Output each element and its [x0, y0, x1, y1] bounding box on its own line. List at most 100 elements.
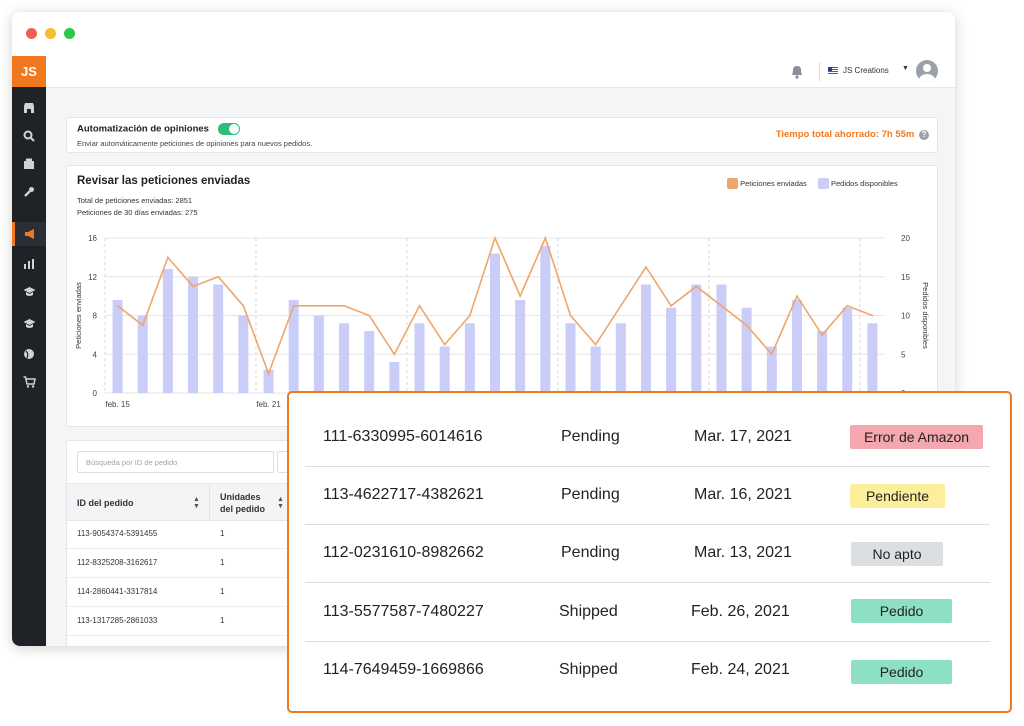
order-id: 114-2860441-3317814	[77, 587, 158, 596]
search-icon[interactable]	[12, 124, 46, 148]
bar-pedidos-disponibles	[691, 284, 702, 393]
point-peticiones-enviadas	[393, 353, 396, 356]
bar-pedidos-disponibles	[741, 307, 752, 393]
bar-pedidos-disponibles	[313, 315, 324, 393]
order-id: 113-1317285-2861033	[77, 616, 158, 625]
detail-status: Shipped	[559, 661, 618, 678]
detail-row[interactable]: 114-7649459-1669866 Shipped Feb. 24, 202…	[305, 641, 990, 699]
table-header: ID del pedido ▲ ▼ Unidades del pedido ▲ ▼	[67, 483, 297, 521]
minimize-window-button[interactable]	[45, 28, 56, 39]
point-peticiones-enviadas	[796, 295, 798, 298]
table-row[interactable]: 114-2860441-3317814 1	[67, 577, 297, 607]
bar-pedidos-disponibles	[716, 284, 727, 393]
tools-icon[interactable]	[12, 180, 46, 204]
point-peticiones-enviadas	[192, 285, 194, 288]
status-badge: No apto	[851, 542, 943, 566]
globe-icon[interactable]	[12, 342, 46, 366]
col-order-id[interactable]: ID del pedido	[77, 498, 134, 508]
graduation-cap-icon[interactable]	[12, 280, 46, 304]
status-badge: Pedido	[851, 660, 952, 684]
avatar[interactable]	[916, 60, 938, 82]
sort-icon[interactable]: ▲ ▼	[193, 496, 200, 510]
detail-order-id: 114-7649459-1669866	[323, 661, 484, 678]
bar-pedidos-disponibles	[162, 269, 173, 393]
bar-pedidos-disponibles	[615, 323, 626, 393]
account-name[interactable]: JS Creations	[843, 66, 889, 75]
detail-status: Pending	[561, 486, 620, 503]
store-icon[interactable]	[12, 96, 46, 120]
point-peticiones-enviadas	[468, 314, 471, 317]
bar-pedidos-disponibles	[263, 369, 274, 393]
us-flag-icon	[828, 67, 838, 74]
top-bar: JS Creations ▼	[46, 56, 955, 88]
legend-swatch-sent	[727, 178, 738, 189]
automation-card: Automatización de opiniones Enviar autom…	[66, 117, 938, 153]
app-logo[interactable]: JS	[12, 56, 46, 87]
detail-row[interactable]: 112-0231610-8982662 Pending Mar. 13, 202…	[305, 524, 990, 583]
y-tick-label-left: 0	[93, 389, 98, 398]
col-divider	[209, 484, 210, 520]
detail-date: Feb. 24, 2021	[691, 661, 790, 678]
detail-order-id: 111-6330995-6014616	[323, 428, 483, 445]
table-row[interactable]: 113-9054374-5391455 1	[67, 519, 297, 549]
bar-pedidos-disponibles	[590, 346, 601, 393]
detail-date: Mar. 13, 2021	[694, 544, 792, 561]
search-input[interactable]: Búsqueda por ID de pedido	[77, 451, 274, 473]
bar-pedidos-disponibles	[464, 323, 475, 393]
y-tick-label-left: 16	[88, 234, 97, 243]
status-badge: Pedido	[851, 599, 952, 623]
x-tick-label: feb. 21	[256, 400, 281, 409]
y-axis-title-left: Peticiones enviadas	[74, 282, 83, 349]
point-peticiones-enviadas	[846, 304, 849, 307]
bar-pedidos-disponibles	[339, 323, 350, 393]
point-peticiones-enviadas	[519, 295, 522, 298]
status-badge: Pendiente	[850, 484, 945, 508]
table-row[interactable]: 112-8325208-3162617 1	[67, 548, 297, 578]
megaphone-icon[interactable]	[12, 222, 46, 246]
table-row[interactable]: 112-3731896-6089818 1	[67, 635, 297, 646]
order-units: 1	[220, 616, 225, 625]
point-peticiones-enviadas	[569, 314, 572, 317]
order-detail-overlay: 111-6330995-6014616 Pending Mar. 17, 202…	[287, 391, 1012, 713]
y-axis-title-right: Pedidos disponibles	[921, 282, 930, 349]
bar-pedidos-disponibles	[490, 253, 500, 393]
point-peticiones-enviadas	[368, 314, 371, 317]
col-units[interactable]: Unidades del pedido	[220, 492, 265, 514]
point-peticiones-enviadas	[619, 304, 622, 307]
y-tick-label-left: 4	[93, 350, 98, 359]
chevron-down-icon[interactable]: ▼	[902, 65, 909, 72]
y-tick-label-left: 12	[88, 273, 97, 282]
table-row[interactable]: 113-1317285-2861033 1	[67, 606, 297, 636]
shop-icon[interactable]	[12, 152, 46, 176]
point-peticiones-enviadas	[242, 304, 245, 307]
automation-toggle[interactable]	[217, 123, 240, 135]
detail-row[interactable]: 113-4622717-4382621 Pending Mar. 16, 202…	[305, 466, 990, 525]
maximize-window-button[interactable]	[64, 28, 75, 39]
status-badge: Error de Amazon	[850, 425, 983, 449]
sort-icon[interactable]: ▲ ▼	[277, 496, 284, 510]
automation-title: Automatización de opiniones	[77, 123, 209, 135]
y-tick-label-left: 8	[93, 312, 98, 321]
order-id: 112-3731896-6089818	[77, 645, 157, 646]
order-units: 1	[220, 558, 225, 567]
order-units: 1	[220, 645, 224, 646]
bar-chart-icon[interactable]	[12, 252, 46, 276]
legend-label-sent: Peticiones enviadas	[740, 179, 807, 188]
bell-icon[interactable]	[790, 64, 804, 84]
bar-pedidos-disponibles	[389, 362, 400, 393]
help-icon[interactable]: ?	[919, 130, 929, 140]
order-id: 113-9054374-5391455	[77, 529, 158, 538]
detail-row[interactable]: 111-6330995-6014616 Pending Mar. 17, 202…	[305, 408, 990, 467]
cart-icon[interactable]	[12, 370, 46, 394]
close-window-button[interactable]	[26, 28, 37, 39]
graduation-cap-icon-2[interactable]	[12, 312, 46, 336]
point-peticiones-enviadas	[745, 324, 748, 327]
bar-pedidos-disponibles	[842, 307, 853, 393]
bar-pedidos-disponibles	[213, 284, 224, 393]
review-chart-card: Revisar las peticiones enviadas Total de…	[66, 165, 938, 427]
bar-pedidos-disponibles	[137, 315, 148, 393]
detail-row[interactable]: 113-5577587-7480227 Shipped Feb. 26, 202…	[305, 583, 990, 642]
point-peticiones-enviadas	[494, 237, 496, 239]
point-peticiones-enviadas	[720, 304, 723, 307]
sidebar: JS	[12, 56, 46, 646]
